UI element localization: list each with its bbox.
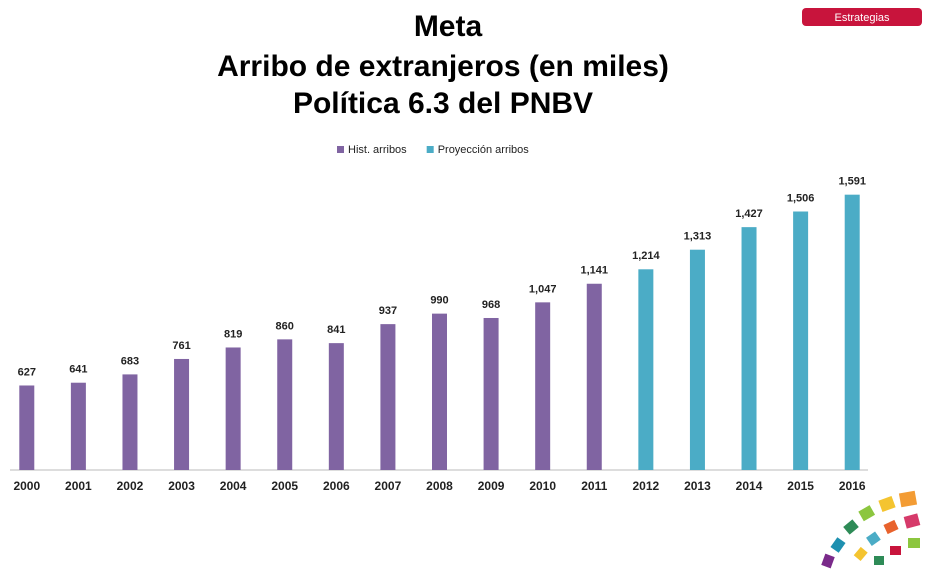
decoration (821, 491, 920, 569)
x-tick-label: 2014 (736, 479, 763, 493)
x-tick-label: 2009 (478, 479, 505, 493)
bar (690, 250, 705, 470)
title: Política 6.3 del PNBV (293, 87, 593, 120)
value-label: 1,427 (735, 208, 763, 220)
bar (742, 227, 757, 470)
bar (535, 302, 550, 470)
x-tick-label: 2011 (581, 479, 607, 493)
x-tick-label: 2006 (323, 479, 350, 493)
value-label: 968 (482, 299, 500, 311)
value-label: 860 (276, 320, 294, 332)
value-label: 1,506 (787, 192, 815, 204)
x-tick-label: 2012 (633, 479, 660, 493)
legend-swatch (337, 146, 344, 153)
bar (793, 212, 808, 470)
x-tick-label: 2013 (684, 479, 711, 493)
bar (638, 269, 653, 470)
value-label: 819 (224, 328, 242, 340)
bar (587, 284, 602, 470)
bar (226, 347, 241, 470)
value-label: 1,313 (684, 231, 712, 243)
x-tick-label: 2015 (787, 479, 814, 493)
x-tick-label: 2000 (13, 479, 40, 493)
value-label: 990 (430, 295, 448, 307)
page: Estrategias Meta Arribo de extranjeros (… (0, 0, 931, 569)
value-label: 1,214 (632, 250, 660, 262)
x-tick-label: 2004 (220, 479, 247, 493)
value-label: 841 (327, 324, 345, 336)
bar (845, 195, 860, 470)
x-tick-label: 2005 (271, 479, 298, 493)
value-label: 761 (172, 340, 190, 352)
title: Meta (414, 10, 483, 43)
bar (174, 359, 189, 470)
bar (329, 343, 344, 470)
bar (122, 374, 137, 470)
legend-swatch (427, 146, 434, 153)
value-label: 627 (18, 366, 36, 378)
bar (484, 318, 499, 470)
value-label: 1,141 (580, 265, 608, 277)
value-label: 641 (69, 364, 87, 376)
button-label[interactable]: Estrategias (834, 12, 890, 24)
x-tick-label: 2007 (375, 479, 402, 493)
value-label: 683 (121, 355, 139, 367)
value-label: 937 (379, 305, 397, 317)
x-tick-label: 2002 (117, 479, 144, 493)
value-label: 1,591 (838, 176, 866, 188)
x-tick-label: 2003 (168, 479, 195, 493)
x-tick-label: 2001 (65, 479, 92, 493)
legend-label: Hist. arribos (348, 144, 407, 156)
bar (277, 339, 292, 470)
x-tick-label: 2010 (529, 479, 556, 493)
bar (19, 385, 34, 470)
bar (380, 324, 395, 470)
title: Arribo de extranjeros (en miles) (217, 50, 669, 83)
bar (71, 383, 86, 470)
slide: Estrategias Meta Arribo de extranjeros (… (0, 0, 931, 569)
x-tick-label: 2016 (839, 479, 866, 493)
legend-label: Proyección arribos (438, 144, 530, 156)
value-label: 1,047 (529, 283, 557, 295)
x-tick-label: 2008 (426, 479, 453, 493)
bar (432, 314, 447, 470)
